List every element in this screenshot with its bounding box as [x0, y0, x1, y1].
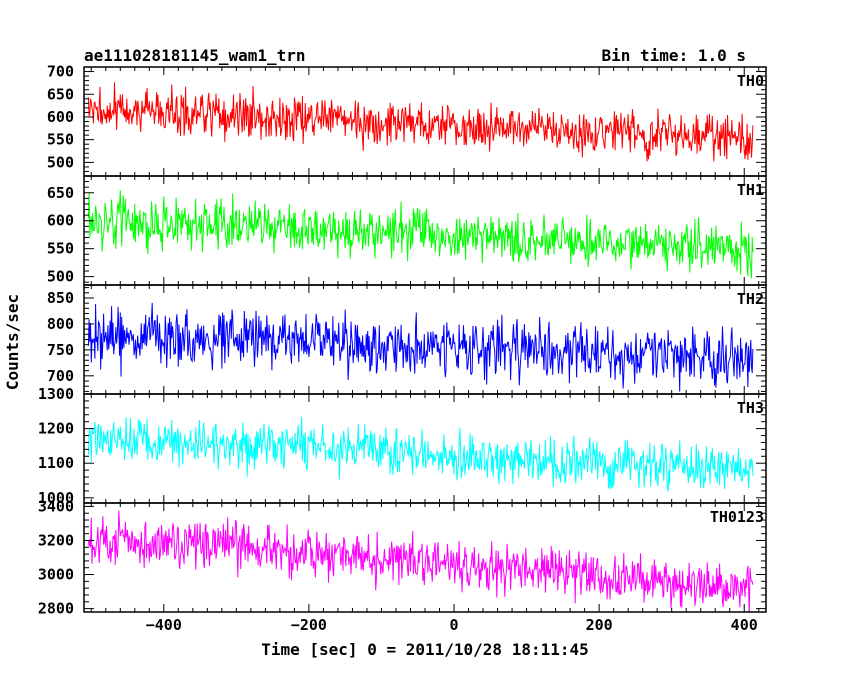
x-axis: −400 −200 0 200 400: [146, 616, 758, 634]
y-tick-label: 750: [47, 341, 74, 359]
x-tick-label: −200: [291, 616, 327, 634]
x-tick-label: −400: [146, 616, 182, 634]
y-tick-label: 550: [47, 240, 74, 258]
bin-time-label: Bin time: 1.0 s: [602, 46, 747, 65]
series-th3: [87, 416, 754, 492]
panel-frame: [83, 284, 767, 395]
x-tick-label: 200: [586, 616, 613, 634]
y-tick-label: 1100: [38, 454, 74, 472]
panel-th2: 700 750 800 850 TH2: [47, 284, 767, 395]
y-tick-label: 800: [47, 315, 74, 333]
y-tick-label: 650: [47, 85, 74, 103]
y-tick-label: 500: [47, 268, 74, 286]
panel-th1: 500 550 600 650 TH1: [47, 175, 767, 286]
y-tick-label: 2800: [38, 600, 74, 618]
panel-label-th0: TH0: [737, 72, 764, 90]
panels-group: 500 550 600 650 700 TH0 500 550 600 650 TH1 700 750 8…: [38, 63, 767, 618]
panel-label-th1: TH1: [737, 181, 764, 199]
y-tick-label: 850: [47, 289, 74, 307]
x-tick-label: 400: [731, 616, 758, 634]
y-tick-label: 700: [47, 63, 74, 81]
panel-th3: 1000 1100 1200 1300 TH3: [38, 385, 767, 507]
x-tick-label: 0: [450, 616, 459, 634]
x-axis-title: Time [sec] 0 = 2011/10/28 18:11:45: [261, 640, 589, 659]
chart-title: ae111028181145_wam1_trn: [84, 46, 306, 65]
series-th0123: [87, 510, 754, 612]
y-tick-label: 1200: [38, 420, 74, 438]
y-tick-label: 3200: [38, 531, 74, 549]
series-th2: [87, 302, 754, 392]
y-tick-label: 600: [47, 108, 74, 126]
y-tick-label: 700: [47, 367, 74, 385]
y-tick-label: 500: [47, 153, 74, 171]
y-axis-title: Counts/sec: [3, 294, 22, 390]
panel-label-th3: TH3: [737, 399, 764, 417]
y-tick-label: 600: [47, 212, 74, 230]
y-tick-label: 1300: [38, 385, 74, 403]
y-tick-label: 550: [47, 131, 74, 149]
series-th0: [87, 82, 754, 162]
panel-label-th0123: TH0123: [710, 508, 764, 526]
series-th1: [87, 190, 754, 279]
y-tick-label: 3000: [38, 566, 74, 584]
y-tick-label: 3400: [38, 497, 74, 515]
panel-th0123: 2800 3000 3200 3400 TH0123: [38, 497, 767, 618]
y-tick-label: 1000: [38, 489, 74, 507]
y-tick-label: 650: [47, 184, 74, 202]
panel-th0: 500 550 600 650 700 TH0: [47, 63, 767, 177]
panel-label-th2: TH2: [737, 290, 764, 308]
